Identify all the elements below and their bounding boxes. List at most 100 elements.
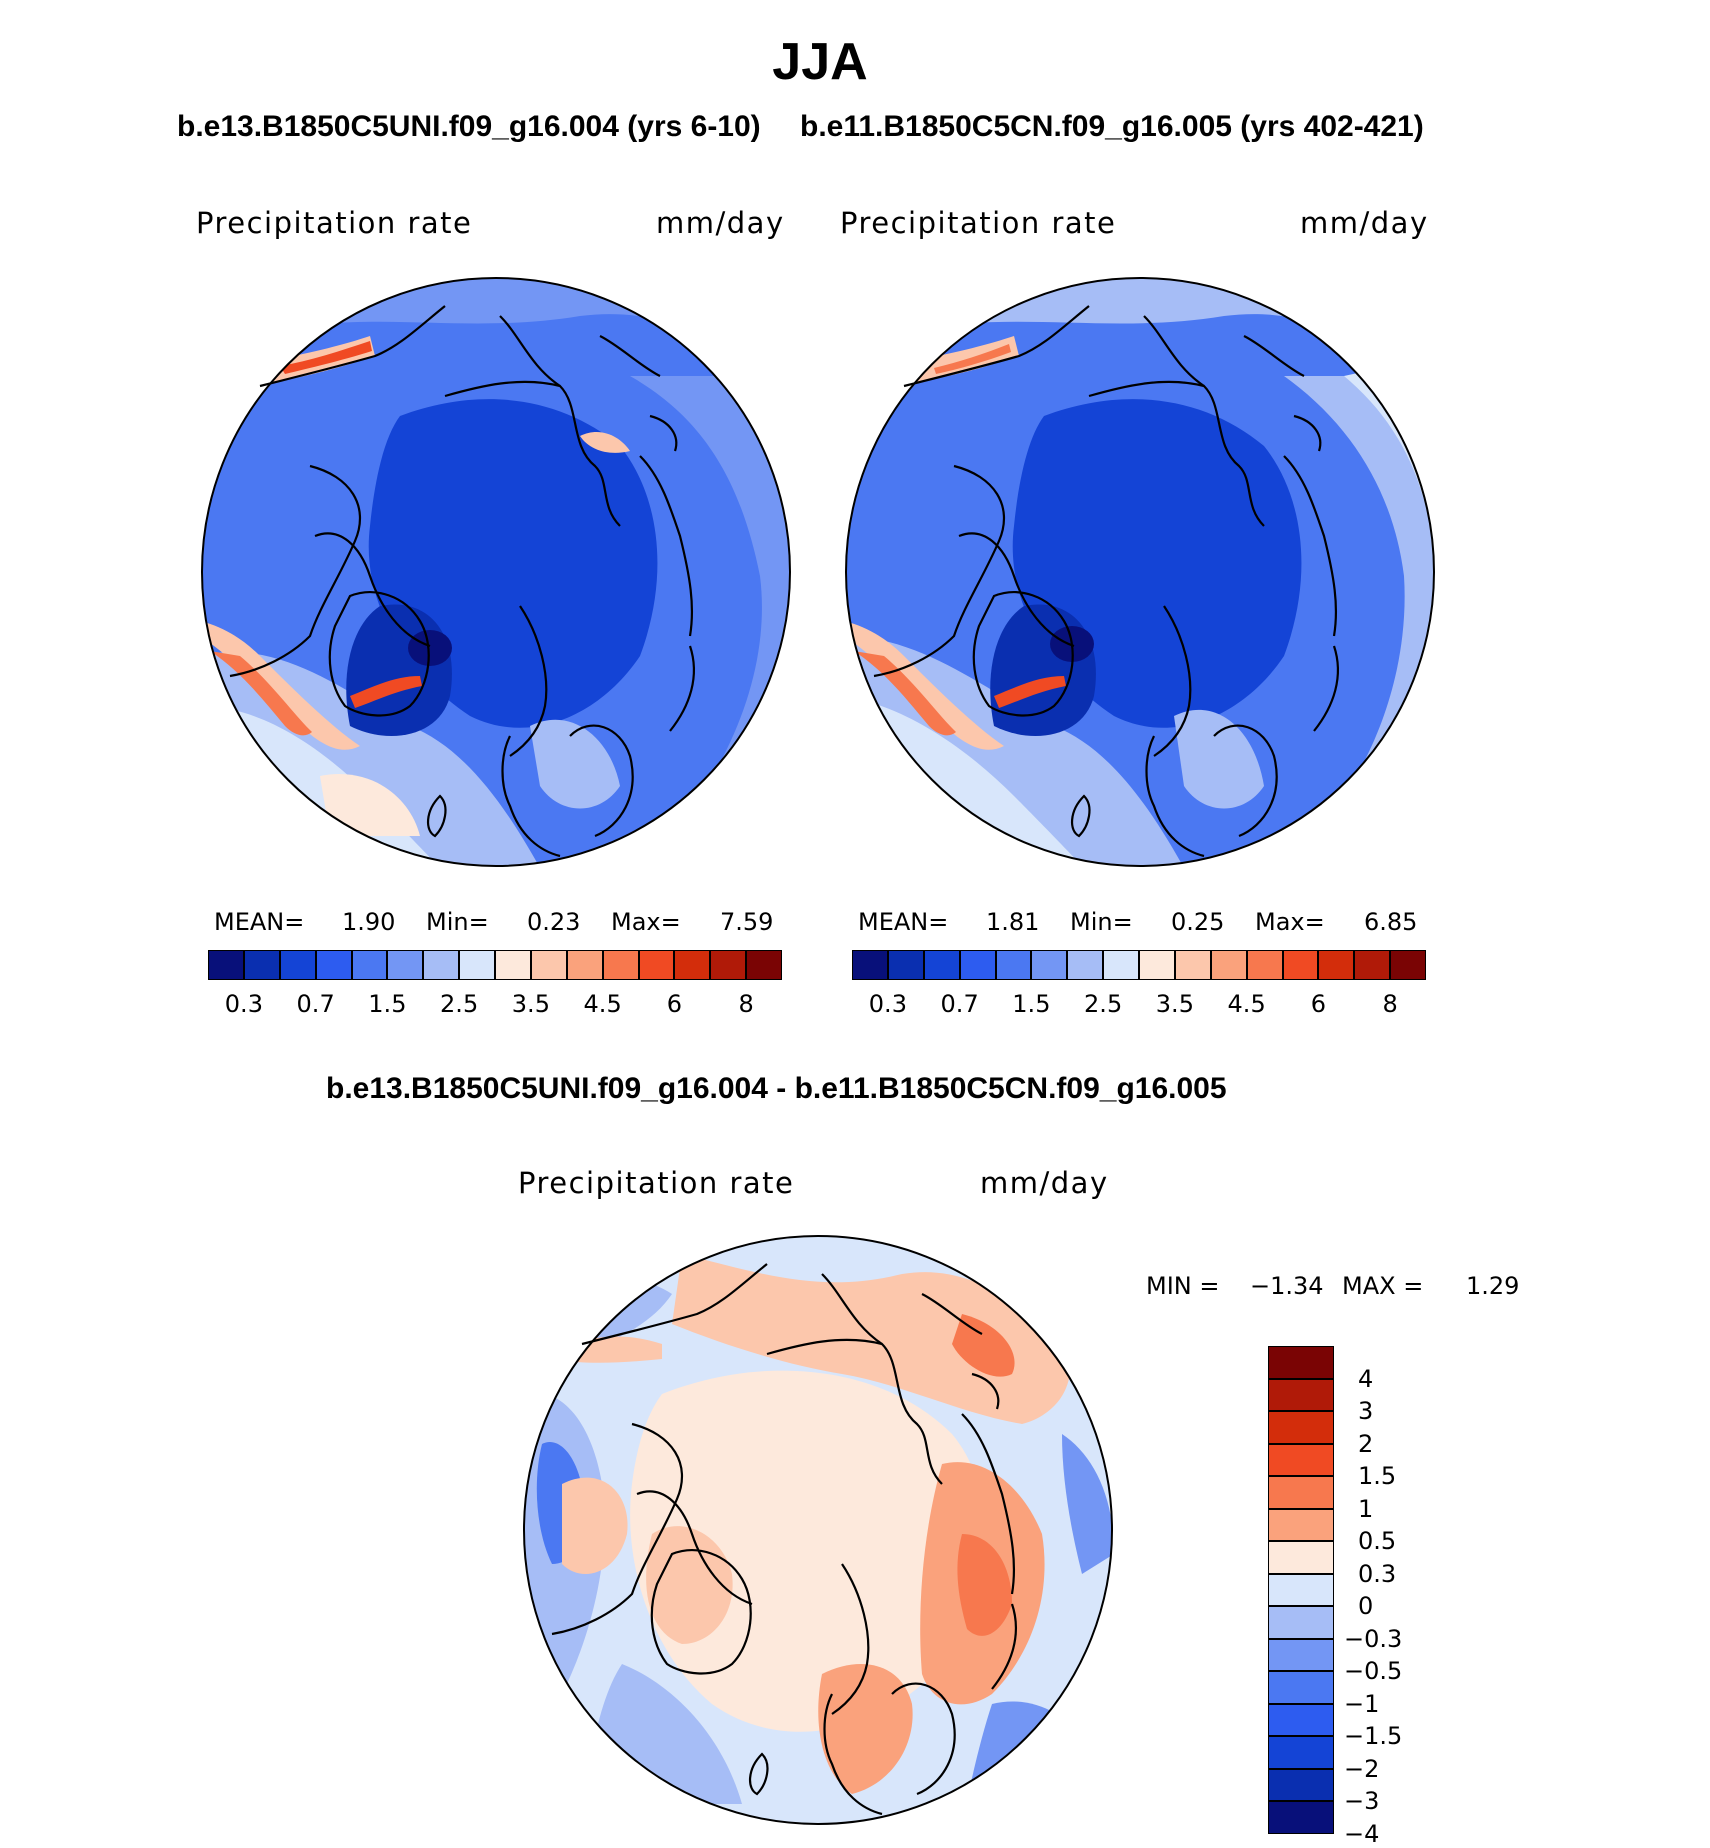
diff-colorbar	[1268, 1346, 1334, 1834]
coastlines	[229, 305, 695, 858]
panel-2-polar-map	[845, 277, 1435, 867]
diff-colorbar-tick-label: −2	[1344, 1754, 1380, 1783]
warm-greenland	[646, 1526, 733, 1644]
panel-2-min-label: Min=	[1070, 908, 1133, 936]
diff-colorbar-tick-label: −1	[1344, 1689, 1380, 1718]
diff-colorbar-bin	[1268, 1606, 1334, 1639]
colorbar-bin	[602, 950, 639, 980]
colorbar-tick-label: 0.7	[296, 990, 335, 1018]
colorbar-bin	[495, 950, 531, 980]
diff-colorbar-tick-label: 3	[1358, 1397, 1374, 1426]
figure-title: JJA	[772, 33, 868, 91]
colorbar-bin	[710, 950, 747, 980]
diff-colorbar-bin	[1268, 1476, 1334, 1509]
hot-band-greenland-coast	[350, 676, 422, 708]
panel-2-field-label: Precipitation rate	[840, 206, 1117, 240]
warm-band-atlantic	[202, 621, 360, 750]
diff-colorbar-tick-label: 0.3	[1358, 1559, 1397, 1588]
panel-1-max-label: Max=	[611, 908, 681, 936]
coastlines	[873, 305, 1339, 858]
diff-colorbar-ticks: 4 3 2 1.5 1 0.5 0.3 0 −0.3 −0.5 −1 −1.5 −2 −3 −4	[1344, 1346, 1444, 1848]
panel-2-max-label: Max=	[1255, 908, 1325, 936]
diff-min-value: −1.34	[1250, 1272, 1324, 1300]
warm-north	[672, 1254, 1070, 1424]
hot-band-atlantic	[854, 651, 956, 736]
diff-colorbar-tick-label: 4	[1358, 1364, 1374, 1393]
map-border	[201, 277, 791, 867]
colorbar-bin	[995, 950, 1032, 980]
diff-colorbar-tick-label: −4	[1344, 1820, 1380, 1848]
diff-colorbar-bin	[1268, 1768, 1334, 1802]
cream-center	[630, 1370, 985, 1732]
cream-patch-south	[320, 774, 420, 836]
colorbar-bin	[959, 950, 996, 980]
hot-band-atlantic	[210, 651, 312, 736]
colorbar-bin	[1282, 950, 1319, 980]
panel-1-case-title: b.e13.B1850C5UNI.f09_g16.004 (yrs 6-10)	[177, 110, 761, 143]
diff-max-value: 1.29	[1466, 1272, 1520, 1300]
panel-2-units: mm/day	[1300, 206, 1429, 240]
colorbar-bin	[674, 950, 711, 980]
warm-band-atlantic	[846, 621, 1004, 750]
colorbar-bin	[1210, 950, 1247, 980]
colorbar-bin	[1103, 950, 1139, 980]
hot-band-siberia	[934, 344, 1011, 374]
colorbar-bin	[1390, 950, 1426, 980]
warm-scandinavia	[818, 1664, 913, 1794]
diff-colorbar-bin	[1268, 1638, 1334, 1672]
colorbar-bin	[852, 950, 888, 980]
warmer-north-patch	[952, 1314, 1015, 1377]
colorbar-bin	[1139, 950, 1175, 980]
colorbar-bin	[387, 950, 424, 980]
colorbar-tick-label: 6	[666, 990, 683, 1018]
colorbar-bin	[923, 950, 960, 980]
diff-title: b.e13.B1850C5UNI.f09_g16.004 - b.e11.B18…	[326, 1072, 1227, 1105]
diff-colorbar-bin	[1268, 1736, 1334, 1769]
colorbar-bin	[1067, 950, 1104, 980]
diff-colorbar-bin	[1268, 1541, 1334, 1574]
diff-units: mm/day	[980, 1166, 1109, 1200]
map-border	[523, 1235, 1113, 1825]
colorbar-bin	[638, 950, 675, 980]
colorbar-bin	[1246, 950, 1283, 980]
colorbar-bin	[208, 950, 244, 980]
blue-east-edge	[1062, 1434, 1112, 1574]
panel-2-colorbar	[852, 950, 1426, 980]
diff-max-label: MAX =	[1342, 1272, 1424, 1300]
panel-1-polar-map	[201, 277, 791, 867]
colorbar-tick-label: 2.5	[1084, 990, 1123, 1018]
warmer-east	[957, 1534, 1012, 1636]
colorbar-tick-label: 0.7	[940, 990, 979, 1018]
panel-1-colorbar-ticks: 0.3 0.7 1.5 2.5 3.5 4.5 6 8	[208, 990, 782, 1020]
colorbar-tick-label: 8	[1382, 990, 1398, 1018]
diff-min-label: MIN =	[1146, 1272, 1220, 1300]
panel-1-colorbar	[208, 950, 782, 980]
colorbar-tick-label: 6	[1310, 990, 1327, 1018]
colorbar-tick-label: 8	[738, 990, 754, 1018]
coastlines	[551, 1263, 1017, 1816]
diff-colorbar-tick-label: −0.5	[1344, 1657, 1403, 1686]
colorbar-bin	[1174, 950, 1211, 980]
pale-patch-scandinavia	[530, 719, 620, 809]
diff-colorbar-bin	[1268, 1443, 1334, 1477]
hot-band-siberia	[280, 341, 372, 374]
colorbar-tick-label: 3.5	[1155, 990, 1194, 1018]
diff-colorbar-tick-label: −1.5	[1344, 1722, 1403, 1751]
diff-polar-map	[523, 1235, 1113, 1825]
panel-1-min-label: Min=	[426, 908, 489, 936]
colorbar-bin	[243, 950, 280, 980]
colorbar-bin	[315, 950, 352, 980]
diff-colorbar-tick-label: −3	[1344, 1787, 1380, 1816]
colorbar-tick-label: 2.5	[440, 990, 479, 1018]
colorbar-bin	[459, 950, 495, 980]
diff-colorbar-tick-label: 1	[1358, 1494, 1374, 1523]
colorbar-bin	[1031, 950, 1068, 980]
colorbar-tick-label: 4.5	[583, 990, 622, 1018]
diff-colorbar-tick-label: 2	[1358, 1429, 1374, 1458]
diff-colorbar-bin	[1268, 1378, 1334, 1412]
map-border	[845, 277, 1435, 867]
panel-1-max-value: 7.59	[720, 908, 774, 936]
warm-greenland-west	[562, 1477, 628, 1574]
panel-2-colorbar-ticks: 0.3 0.7 1.5 2.5 3.5 4.5 6 8	[852, 990, 1426, 1020]
diff-colorbar-tick-label: 1.5	[1358, 1462, 1397, 1491]
